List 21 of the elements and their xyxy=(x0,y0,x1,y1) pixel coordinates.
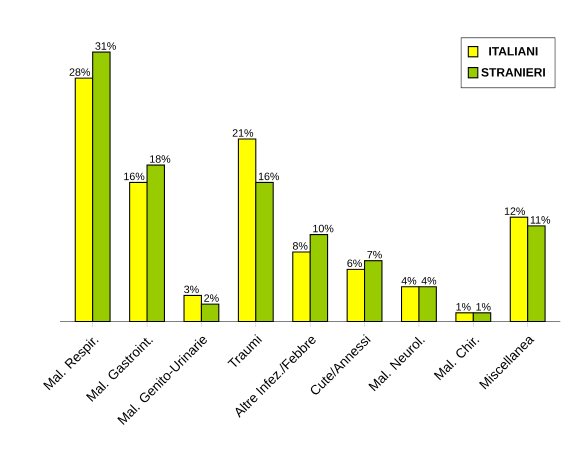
data-label: 7% xyxy=(367,250,382,258)
data-label: 12% xyxy=(504,207,526,215)
data-label: 1% xyxy=(476,303,491,311)
data-label: 10% xyxy=(313,224,334,232)
data-label: 18% xyxy=(150,155,170,163)
data-label: 28% xyxy=(70,68,90,76)
data-label: 4% xyxy=(421,277,436,285)
data-label: 4% xyxy=(401,277,416,285)
legend-label: ITALIANI xyxy=(489,47,538,56)
data-label: 6% xyxy=(347,260,362,268)
data-label: 11% xyxy=(530,216,550,224)
data-label: 3% xyxy=(184,286,199,294)
data-label: 21% xyxy=(232,129,254,137)
x-tick-label: Mal. Chir. xyxy=(434,338,480,380)
data-label: 2% xyxy=(204,294,219,302)
data-label: 1% xyxy=(456,303,471,311)
legend-label: STRANIERI xyxy=(481,68,545,77)
data-label: 8% xyxy=(292,242,308,250)
data-label: 16% xyxy=(124,172,144,180)
data-label: 16% xyxy=(258,172,280,180)
data-label: 31% xyxy=(95,42,116,50)
